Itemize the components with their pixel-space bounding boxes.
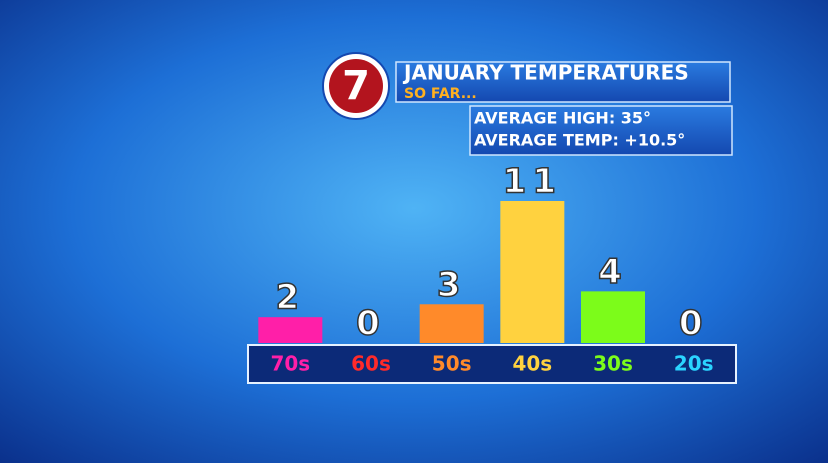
title-box xyxy=(395,61,731,103)
chart-title: JANUARY TEMPERATURES xyxy=(402,61,689,85)
value-label: 3 xyxy=(437,265,467,305)
category-label: 60s xyxy=(351,352,391,376)
bar xyxy=(581,291,645,343)
category-label: 70s xyxy=(270,352,310,376)
bar xyxy=(258,317,323,343)
category-label: 20s xyxy=(674,352,714,376)
category-strip xyxy=(247,344,737,384)
category-label: 40s xyxy=(512,352,552,376)
bar xyxy=(500,201,565,343)
annotation-box xyxy=(469,105,733,156)
category-label: 50s xyxy=(432,352,472,376)
annotation: AVERAGE TEMP: +10.5° xyxy=(474,131,685,150)
chart-subtitle: SO FAR... xyxy=(404,86,477,102)
value-label: 4 xyxy=(598,252,628,292)
logo-disc xyxy=(329,59,383,113)
category-label: 30s xyxy=(593,352,633,376)
value-label: 11 xyxy=(503,162,562,202)
logo: 7 xyxy=(342,63,370,109)
value-label: 0 xyxy=(679,304,709,344)
value-label: 0 xyxy=(356,304,386,344)
value-label: 2 xyxy=(275,278,305,318)
bar xyxy=(419,304,484,343)
annotation: AVERAGE HIGH: 35° xyxy=(474,109,651,128)
